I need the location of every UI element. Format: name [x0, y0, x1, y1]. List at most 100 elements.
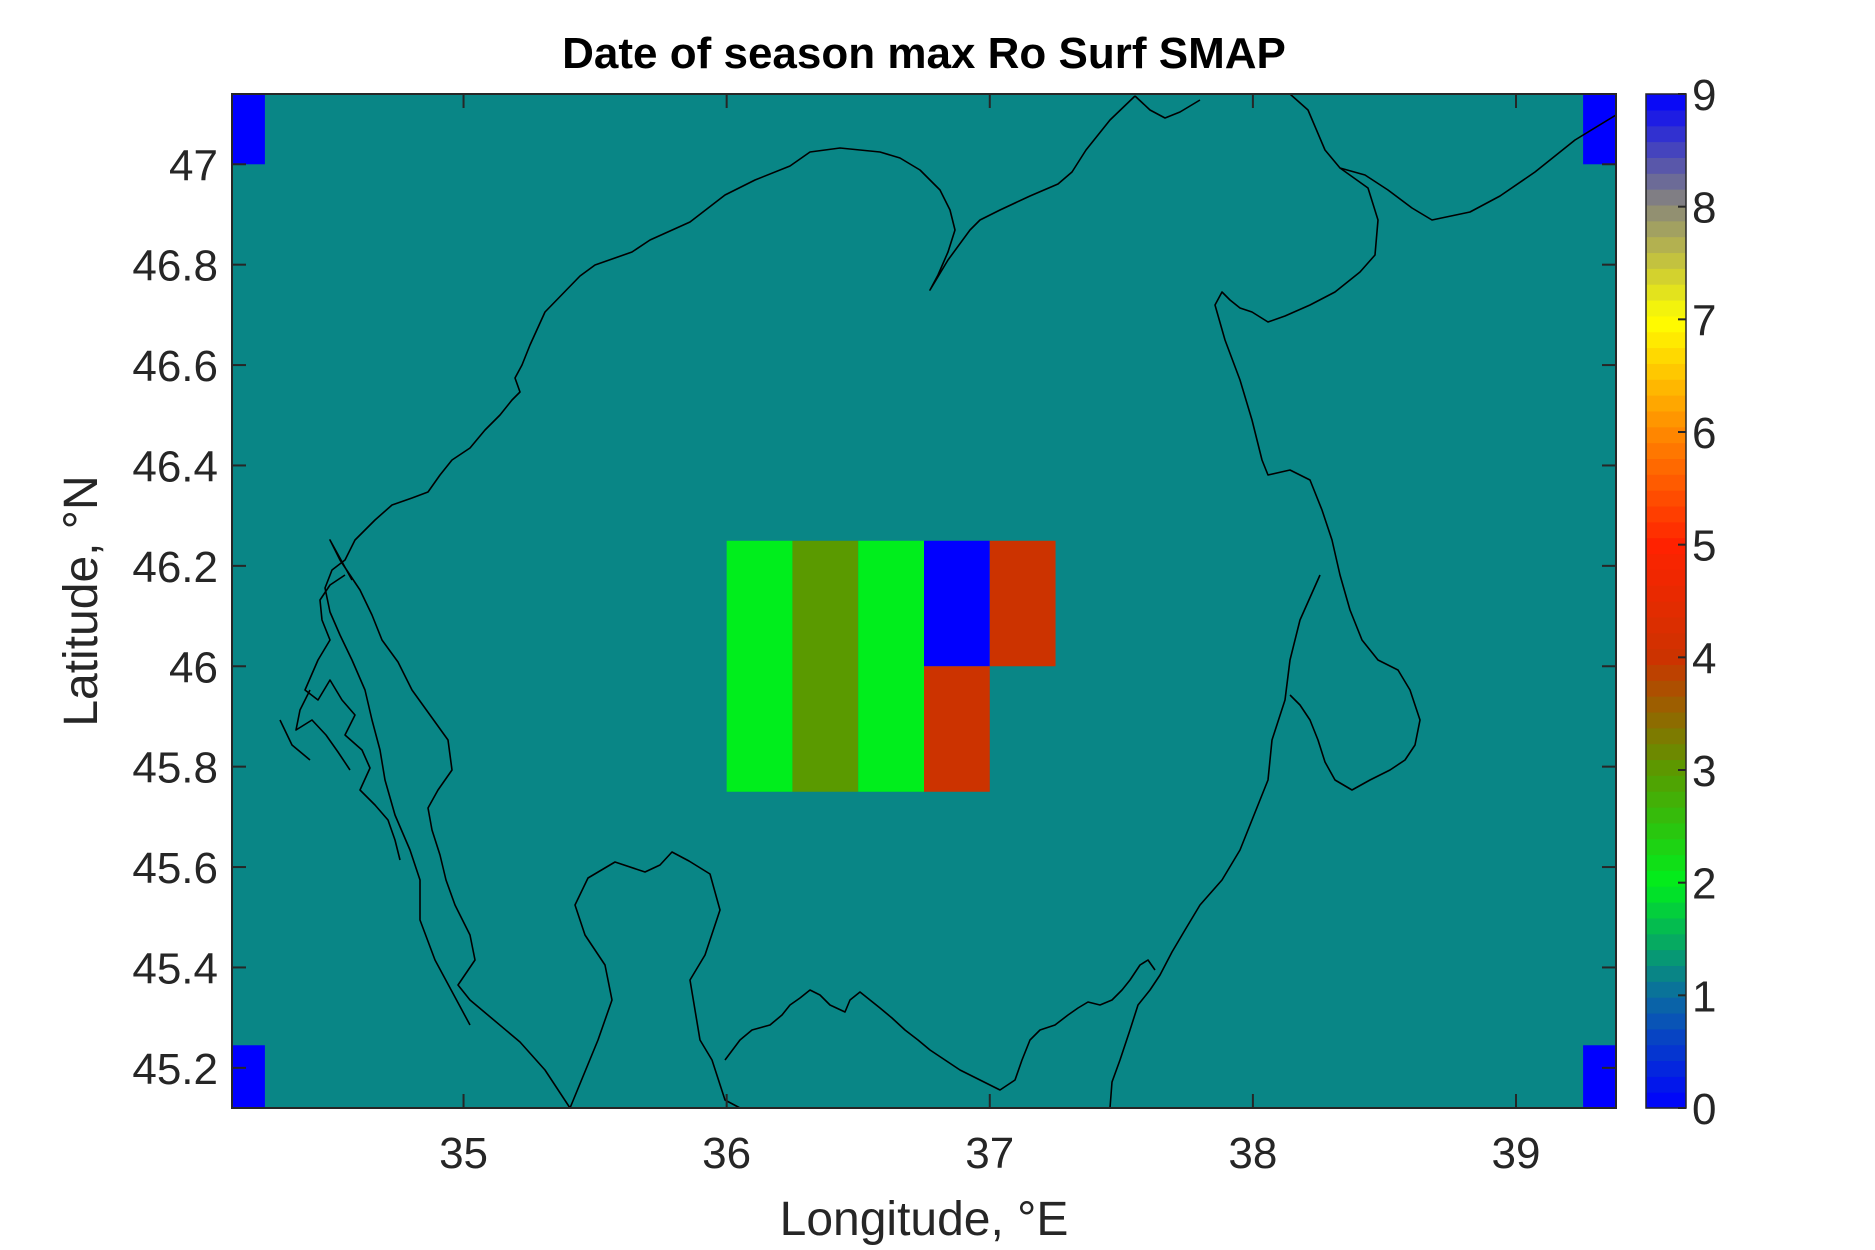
plot-frame [231, 93, 1617, 1109]
colorbar-segment [1646, 284, 1686, 301]
colorbar-segment [1646, 664, 1686, 681]
colorbar-segment [1646, 616, 1686, 634]
coastline [279, 94, 1616, 1108]
colorbar-tick-label: 5 [1692, 522, 1716, 571]
colorbar-segment [1646, 490, 1686, 507]
colorbar-segment [1646, 696, 1686, 713]
colorbar-segment [1646, 252, 1686, 269]
colorbar-segment [1646, 410, 1686, 428]
colorbar-tick-label: 0 [1692, 1085, 1716, 1134]
heatmap-cell [858, 540, 924, 792]
colorbar-segment [1646, 537, 1686, 555]
colorbar-segment [1646, 743, 1686, 761]
y-tick-label: 46.2 [132, 543, 218, 592]
coastline-line [1214, 167, 1421, 791]
colorbar-segment [1646, 426, 1686, 444]
heatmap-cell [924, 540, 990, 667]
colorbar-segment [1646, 189, 1686, 206]
colorbar-tick-label: 8 [1692, 184, 1716, 233]
colorbar-tick-label: 3 [1692, 747, 1716, 796]
colorbar-segment [1646, 220, 1686, 238]
colorbar-segment [1646, 886, 1686, 903]
colorbar-segment [1646, 648, 1686, 665]
y-axis-ticks: 45.2 45.4 45.6 45.8 46 46.2 46.4 46.6 46.8 47 [132, 141, 1616, 1094]
colorbar-segment [1646, 711, 1686, 729]
heatmap-cells [232, 94, 1616, 1108]
colorbar-segment [1646, 347, 1686, 364]
colorbar-segment [1646, 727, 1686, 745]
heatmap-cell [1583, 94, 1616, 165]
colorbar-segment [1646, 268, 1686, 285]
y-tick-label: 45.4 [132, 944, 218, 993]
x-tick-label: 35 [439, 1129, 488, 1178]
colorbar-segment [1646, 125, 1686, 143]
colorbar-segment [1646, 949, 1686, 967]
colorbar-segment [1646, 933, 1686, 951]
colorbar-segment [1646, 315, 1686, 333]
colorbar-segment [1646, 236, 1686, 254]
y-tick-label: 45.2 [132, 1045, 218, 1094]
colorbar-segment [1646, 917, 1686, 935]
colorbar-segment [1646, 474, 1686, 491]
y-tick-label: 46.4 [132, 442, 218, 491]
colorbar-tick-label: 2 [1692, 860, 1716, 909]
x-axis-ticks: 35 36 37 38 39 [439, 94, 1540, 1178]
y-tick-label: 46 [169, 643, 218, 692]
colorbar-segment [1646, 1076, 1686, 1093]
colorbar-segment [1646, 1012, 1686, 1030]
x-tick-label: 39 [1492, 1129, 1541, 1178]
colorbar-tick-label: 7 [1692, 296, 1716, 345]
heatmap-cell [232, 1045, 265, 1108]
colorbar-segment [1646, 632, 1686, 650]
colorbar-segment [1646, 109, 1686, 127]
colorbar-segment [1646, 759, 1686, 776]
heatmap-cell [232, 94, 265, 165]
colorbar-segment [1646, 680, 1686, 697]
coastline-line [569, 851, 741, 1108]
colorbar-frame [1645, 93, 1687, 1109]
colorbar-tick-label: 1 [1692, 972, 1716, 1021]
colorbar-tick-label: 4 [1692, 634, 1716, 683]
coastline-line [324, 95, 1136, 1026]
colorbar-segment [1646, 442, 1686, 460]
x-tick-label: 37 [965, 1129, 1014, 1178]
coastline-line [1109, 574, 1321, 1108]
y-tick-label: 47 [169, 141, 218, 190]
heatmap-cell [1583, 1045, 1616, 1108]
colorbar-segment [1646, 838, 1686, 856]
colorbar-segment [1646, 458, 1686, 475]
colorbar-segment [1646, 331, 1686, 349]
colorbar-segment [1646, 299, 1686, 317]
x-tick-label: 36 [702, 1129, 751, 1178]
colorbar-segment [1646, 569, 1686, 586]
colorbar-segment [1646, 1060, 1686, 1077]
y-tick-label: 46.6 [132, 342, 218, 391]
colorbar: 0 1 2 3 4 5 6 7 8 9 [1645, 71, 1716, 1134]
coastline-line [329, 539, 571, 1108]
colorbar-segment [1646, 585, 1686, 602]
colorbar-segment [1646, 806, 1686, 824]
colorbar-segment [1646, 379, 1686, 396]
heatmap-cell [924, 666, 990, 792]
heatmap-cell [792, 540, 859, 792]
heatmap-cell [726, 540, 793, 792]
x-axis-label: Longitude, °E [780, 1193, 1069, 1246]
colorbar-segment [1646, 395, 1686, 412]
chart-title: Date of season max Ro Surf SMAP [562, 29, 1286, 78]
colorbar-segment [1646, 822, 1686, 840]
colorbar-segment [1646, 997, 1686, 1014]
colorbar-segment [1646, 505, 1686, 523]
heatmap-cell [989, 540, 1056, 667]
colorbar-segment [1646, 157, 1686, 174]
y-axis-label: Latitude, °N [55, 475, 108, 726]
colorbar-segment [1646, 204, 1686, 222]
x-tick-label: 38 [1228, 1129, 1277, 1178]
coastline-line [724, 959, 1156, 1091]
coastline-line [1134, 94, 1616, 221]
colorbar-tick-label: 6 [1692, 409, 1716, 458]
y-tick-label: 45.8 [132, 744, 218, 793]
colorbar-tick-label: 9 [1692, 71, 1716, 120]
colorbar-segment [1646, 1028, 1686, 1046]
colorbar-segment [1646, 870, 1686, 887]
